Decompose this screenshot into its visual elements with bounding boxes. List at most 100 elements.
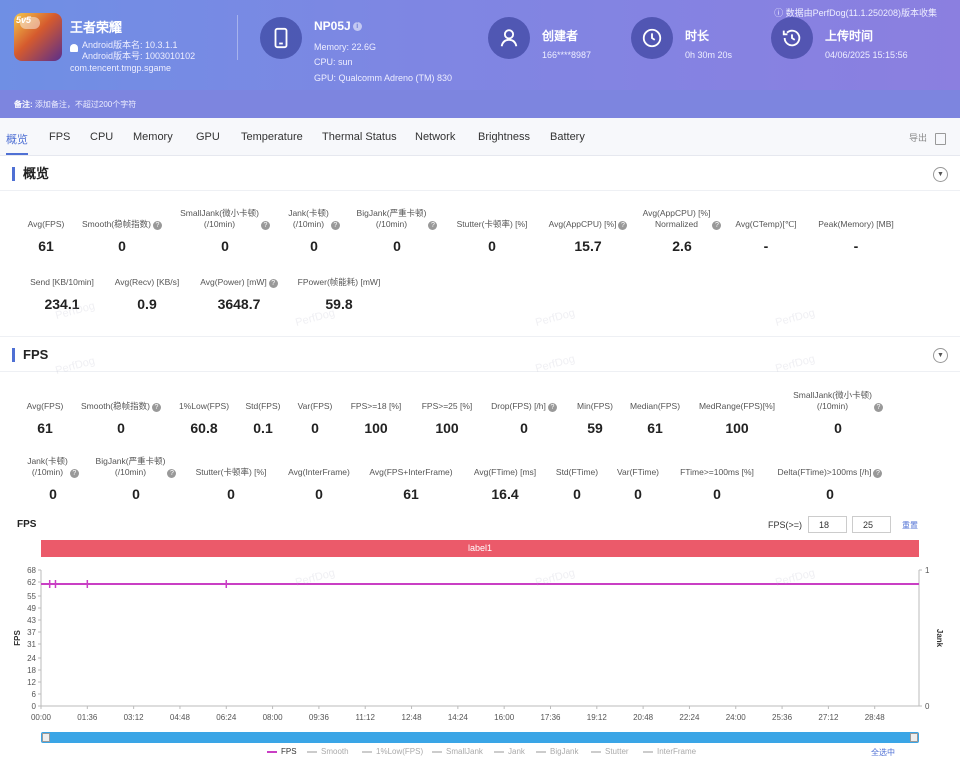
fps-line-chart[interactable]: 0 6 12 18 24 31 37 43 49 55 62 68 0 1 00:00 01:36 03:12 0… [0,560,960,730]
select-all-button[interactable]: 全选中 [871,748,895,757]
tab-gpu[interactable]: GPU [196,131,220,143]
x-tick-label: 17:36 [540,713,561,722]
help-icon[interactable]: ? [151,403,161,412]
overview-metric: Avg(Recv) [KB/s] 0.9 [92,266,202,312]
legend-item[interactable]: 1%Low(FPS) [362,747,423,756]
tab-brightness[interactable]: Brightness [478,131,530,143]
watermark-text: PerfDog [534,306,577,330]
help-icon[interactable]: ? [260,221,270,230]
metric-label: Avg(AppCPU) [%] Normalized? [627,208,737,230]
scroll-handle-right[interactable] [910,733,918,742]
metric-label-text: SmallJank(微小卡顿) (/10min) [180,208,259,229]
legend-label: Stutter [605,747,629,756]
metric-label-text: Jank(卡顿) (/10min) [27,456,68,477]
device-info-icon[interactable]: i [352,22,362,32]
tab-bar: 概览 FPS CPU Memory GPU Temperature Therma… [0,118,960,156]
android-version-code: Android版本号: 1003010102 [82,51,196,61]
metric-label: MedRange(FPS)[%] [682,390,792,412]
help-icon[interactable]: ? [428,221,438,230]
help-icon[interactable]: ? [330,221,340,230]
metric-value: 0.1 [253,420,273,436]
tab-thermal-status[interactable]: Thermal Status [322,131,397,143]
legend-item[interactable]: BigJank [536,747,578,756]
metric-label-text: Avg(Power) [mW] [200,277,267,287]
tab-battery[interactable]: Battery [550,131,585,143]
metric-label: Avg(FPS) [0,390,100,412]
app-icon-badge: 5v5 [16,15,32,25]
x-tick-label: 11:12 [356,713,376,722]
label-bar[interactable]: label1 [41,540,919,557]
metric-label-text: Std(FPS) [245,401,281,411]
metric-label: Avg(FPS) [0,208,101,230]
help-icon[interactable]: ? [152,221,162,230]
note-bar[interactable]: 备注: 添加备注，不超过200个字符 [0,90,960,118]
y-tick-label: 55 [27,592,36,601]
note-input[interactable]: 添加备注，不超过200个字符 [34,100,137,109]
legend-item[interactable]: SmallJank [432,747,483,756]
tab-cpu[interactable]: CPU [90,131,114,143]
user-icon [488,17,530,59]
metric-value: 59.8 [325,296,353,312]
fps-threshold-input-2[interactable] [852,516,891,533]
help-icon[interactable]: ? [69,469,79,478]
app-name: 王者荣耀 [70,20,123,35]
metric-label: Min(FPS) [540,390,650,412]
upload-value: 04/06/2025 15:15:56 [825,50,908,60]
tab-temperature[interactable]: Temperature [241,131,303,143]
metric-label: 1%Low(FPS) [149,390,259,412]
metric-value: 0 [49,486,57,502]
help-icon[interactable]: ? [873,469,883,478]
y2-axis-label: Jank [935,629,944,648]
x-tick-label: 14:24 [448,713,469,722]
header-divider [237,15,238,60]
x-tick-label: 01:36 [77,713,98,722]
overview-collapse-icon[interactable]: ▼ [933,167,948,182]
fps-metric: Avg(InterFrame) 0 [264,456,374,502]
fps-collapse-icon[interactable]: ▼ [933,348,948,363]
metric-label: Avg(FPS+InterFrame) [356,456,466,478]
legend-label: InterFrame [657,747,697,756]
export-label: 导出 [908,133,927,143]
overview-metric: Avg(AppCPU) [%]? 15.7 [533,208,643,254]
help-icon[interactable]: ? [873,403,883,412]
fps-metric: BigJank(严重卡顿) (/10min)? 0 [81,456,191,502]
metric-label: Avg(CTemp)[℃] [711,208,821,230]
legend-label: Smooth [321,747,349,756]
metric-value: 0 [573,486,581,502]
fps-metric: 1%Low(FPS) 60.8 [149,390,259,436]
legend-item[interactable]: Smooth [307,747,349,756]
overview-metric: Smooth(稳帧指数)? 0 [67,208,177,254]
metric-label: BigJank(严重卡顿) (/10min)? [342,208,452,230]
metric-label: Drop(FPS) [/h]? [469,390,579,412]
y-tick-label: 37 [27,628,36,637]
fps-threshold-input-1[interactable] [808,516,847,533]
data-source-note: ⓘ 数据由PerfDog(11.1.250208)版本收集 [774,8,937,18]
device-memory: Memory: 22.6G [314,42,377,52]
metric-label: Stutter(卡顿率) [%] [176,456,286,478]
scroll-handle-left[interactable] [42,733,50,742]
help-icon[interactable]: ? [618,221,628,230]
export-button[interactable]: 导出 [909,131,946,145]
tab-fps[interactable]: FPS [49,131,71,143]
help-icon[interactable]: ? [268,279,278,288]
tab-network[interactable]: Network [415,131,456,143]
legend-item[interactable]: FPS [267,747,297,756]
legend-item[interactable]: Jank [494,747,525,756]
note-label: 备注: [14,100,33,109]
legend-label: Jank [508,747,525,756]
legend-item[interactable]: Stutter [591,747,629,756]
legend-swatch [536,750,546,753]
fps-metric: Smooth(稳帧指数)? 0 [66,390,176,436]
help-icon[interactable]: ? [167,469,177,478]
y-tick-label: 6 [32,690,37,699]
y-tick-label: 31 [27,640,36,649]
legend-item[interactable]: InterFrame [643,747,696,756]
help-icon[interactable]: ? [547,403,557,412]
tab-overview[interactable]: 概览 [6,131,28,155]
help-icon[interactable]: ? [712,221,722,230]
tab-memory[interactable]: Memory [133,131,173,143]
fps-metric: Std(FTime) 0 [522,456,632,502]
metric-label: SmallJank(微小卡顿) (/10min)? [783,390,893,412]
reset-button[interactable]: 重置 [902,521,918,530]
time-range-scrollbar[interactable] [41,732,919,743]
